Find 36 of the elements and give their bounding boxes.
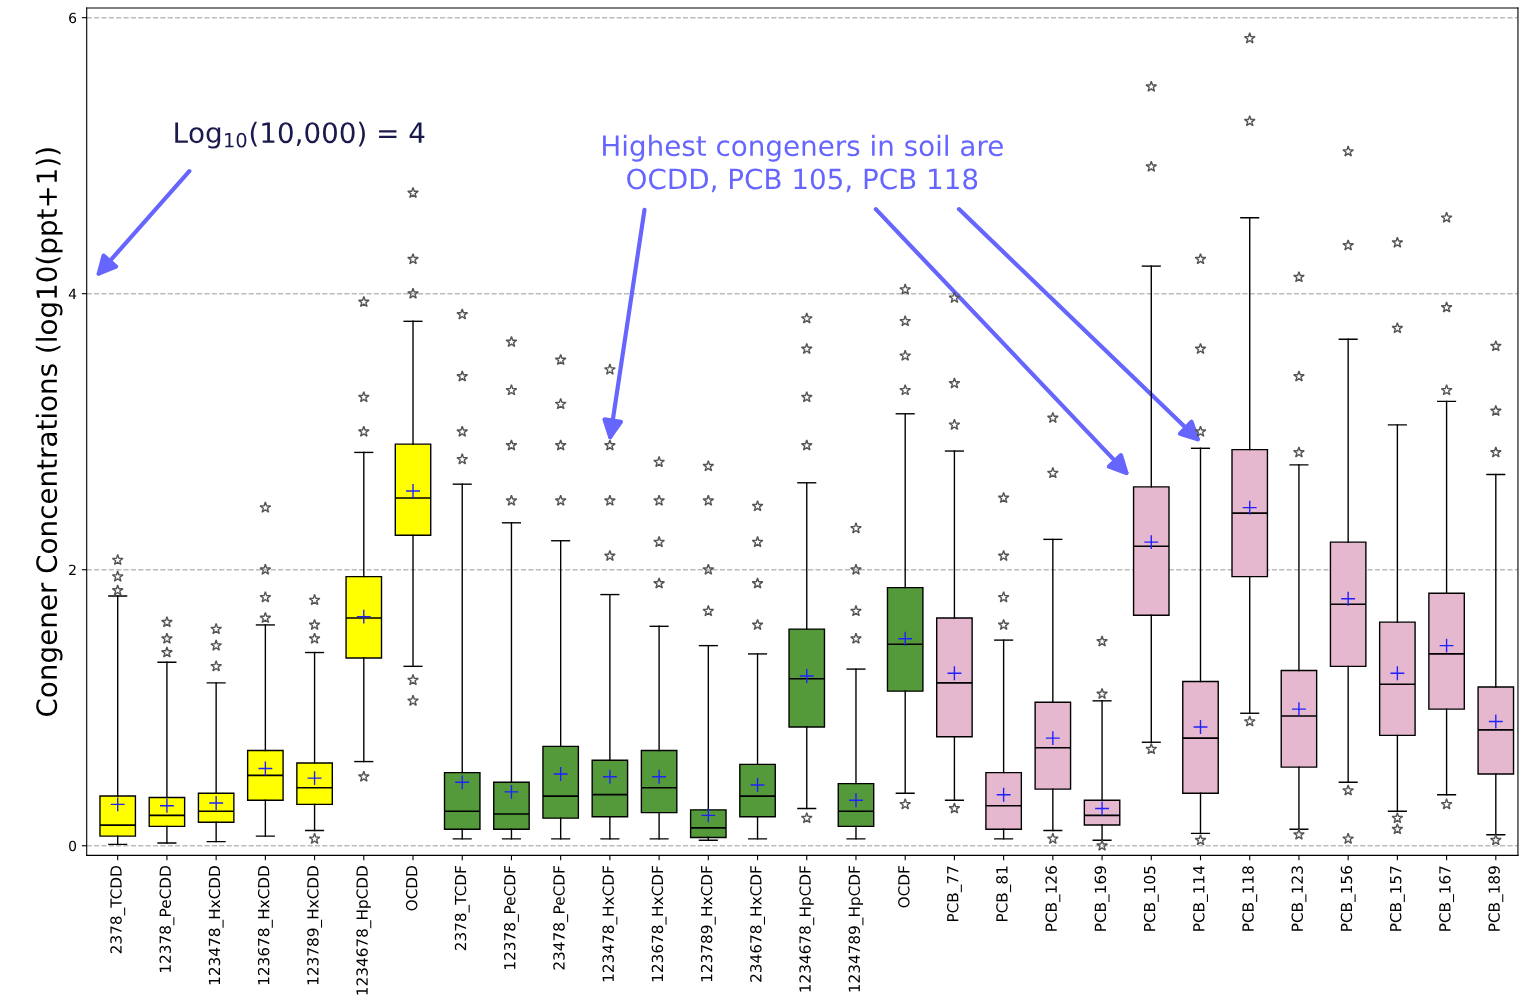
x-tick-label: OCDF: [898, 866, 910, 908]
x-tick-label: 123678_HxCDD: [257, 866, 273, 985]
x-tick-label: OCDD: [405, 866, 418, 911]
x-tick-label: 2378_TCDD: [110, 866, 126, 954]
x-tick-label: PCB_118: [1242, 866, 1258, 931]
y-tick-label: 2: [69, 564, 76, 576]
y-axis-title: Congener Concentrations (log10(ppt+1)): [35, 148, 63, 716]
x-tick-label: PCB_167: [1439, 866, 1455, 931]
x-tick-label: 123678_HxCDF: [651, 866, 667, 982]
y-tick-label: 6: [69, 12, 77, 24]
x-tick-label: PCB_156: [1340, 866, 1356, 931]
x-tick-label: 123789_HxCDD: [307, 866, 323, 985]
x-tick-label: 234678_HxCDF: [750, 866, 766, 982]
x-tick-label: 23478_PeCDF: [553, 866, 569, 970]
x-tick-label: PCB_114: [1193, 865, 1208, 931]
x-tick-label: PCB_123: [1291, 866, 1307, 931]
x-tick-label: PCB_157: [1389, 866, 1405, 931]
x-tick-label: 2378_TCDF: [454, 866, 470, 951]
annotation: Log$_{10}$(10,000) = 4: [175, 121, 425, 149]
x-tick-label: PCB_105: [1143, 866, 1159, 931]
x-tick-label: PCB_77: [946, 866, 962, 922]
x-tick-label: 1234678_HpCDD: [356, 866, 372, 995]
y-tick-label: 4: [68, 288, 77, 299]
x-tick-label: PCB_169: [1094, 866, 1110, 931]
y-tick-label: 0: [69, 840, 77, 852]
x-tick-label: 123478_HxCDD: [208, 866, 224, 985]
x-tick-label: 1234789_HpCDF: [848, 866, 864, 992]
x-tick-label: 123478_HxCDF: [602, 866, 618, 982]
annotation: Highest congeners in soil are OCDD, PCB 105, PCB 118: [603, 134, 1003, 193]
x-tick-label: PCB_189: [1488, 866, 1504, 931]
x-tick-label: 123789_HxCDF: [700, 866, 716, 982]
x-tick-label: 12378_PeCDD: [159, 866, 175, 972]
x-tick-label: PCB_81: [996, 866, 1012, 922]
x-tick-label: 1234678_HpCDF: [799, 866, 815, 992]
x-tick-label: 12378_PeCDF: [503, 866, 519, 969]
x-tick-label: PCB_126: [1045, 866, 1061, 931]
